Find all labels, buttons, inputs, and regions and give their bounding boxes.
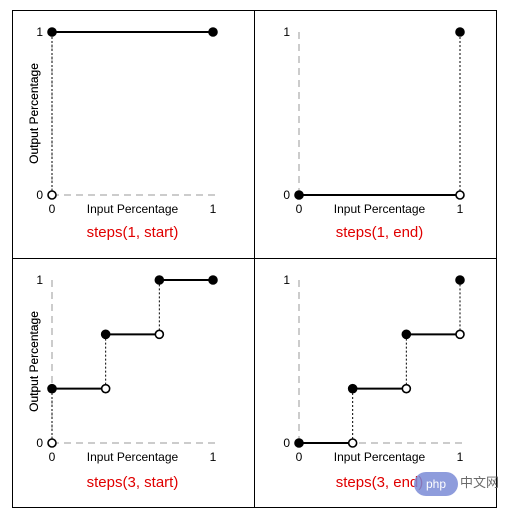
open-point [347, 438, 358, 448]
y-axis-label: Output Percentage [27, 311, 41, 412]
watermark: php 中文网 [414, 470, 502, 498]
filled-point [294, 438, 304, 448]
filled-point [455, 27, 465, 37]
x-tick-label: 0 [296, 450, 303, 464]
x-axis-label: Input Percentage [87, 202, 179, 216]
filled-point [208, 275, 218, 285]
panel-1: 0 1 0 1 Input Percentage Output Percentage ste… [27, 25, 218, 241]
filled-point [401, 329, 412, 340]
y-tick-label: 0 [36, 436, 43, 450]
y-axis-label: Output Percentage [27, 311, 41, 412]
filled-point [208, 27, 218, 37]
filled-point [154, 275, 165, 285]
panel-2: 0 1 0 1 Input Percentage Output Percentage ste… [27, 25, 465, 241]
x-axis-label: Input Percentage [87, 450, 179, 464]
y-tick-label: 0 [283, 188, 290, 202]
panel-caption: steps(3, start) [87, 474, 179, 491]
y-tick-label: 0 [283, 436, 290, 450]
x-tick-label: 0 [49, 450, 56, 464]
open-point [455, 190, 465, 200]
filled-point [100, 329, 111, 340]
y-axis-label: Output Percentage [27, 63, 41, 164]
y-tick-label: 1 [36, 25, 43, 39]
open-point [154, 329, 165, 340]
filled-point [347, 383, 358, 394]
open-point [455, 329, 465, 340]
y-tick-label: 1 [36, 273, 43, 287]
x-axis-label: Input Percentage [334, 450, 426, 464]
y-axis-label: Output Percentage [27, 63, 41, 164]
watermark-site-name: 中文网 [460, 476, 500, 491]
filled-point [294, 190, 304, 200]
panel-caption: steps(1, end) [336, 224, 424, 241]
panel-caption: steps(1, start) [87, 224, 179, 241]
x-tick-label: 1 [210, 450, 217, 464]
panel-caption: steps(3, end) [336, 474, 424, 491]
open-point [100, 383, 111, 394]
panel-4: 0 1 0 1 Input Percentage Output Percentage ste… [27, 273, 465, 491]
filled-point [455, 275, 465, 285]
y-tick-label: 0 [36, 188, 43, 202]
x-tick-label: 1 [457, 202, 464, 216]
y-tick-label: 1 [283, 273, 290, 287]
open-point [47, 190, 57, 200]
y-tick-label: 1 [283, 25, 290, 39]
filled-point [47, 383, 57, 394]
x-tick-label: 0 [49, 202, 56, 216]
x-tick-label: 1 [457, 450, 464, 464]
panels-group: 0 1 0 1 Input Percentage Output Percentage ste… [27, 25, 465, 491]
open-point [47, 438, 57, 448]
x-axis-label: Input Percentage [334, 202, 426, 216]
panel-3: 0 1 0 1 Input Percentage Output Percentage ste… [27, 273, 218, 491]
filled-point [47, 27, 57, 37]
x-tick-label: 0 [296, 202, 303, 216]
x-tick-label: 1 [210, 202, 217, 216]
open-point [401, 383, 412, 394]
watermark-logo: php [414, 472, 458, 496]
